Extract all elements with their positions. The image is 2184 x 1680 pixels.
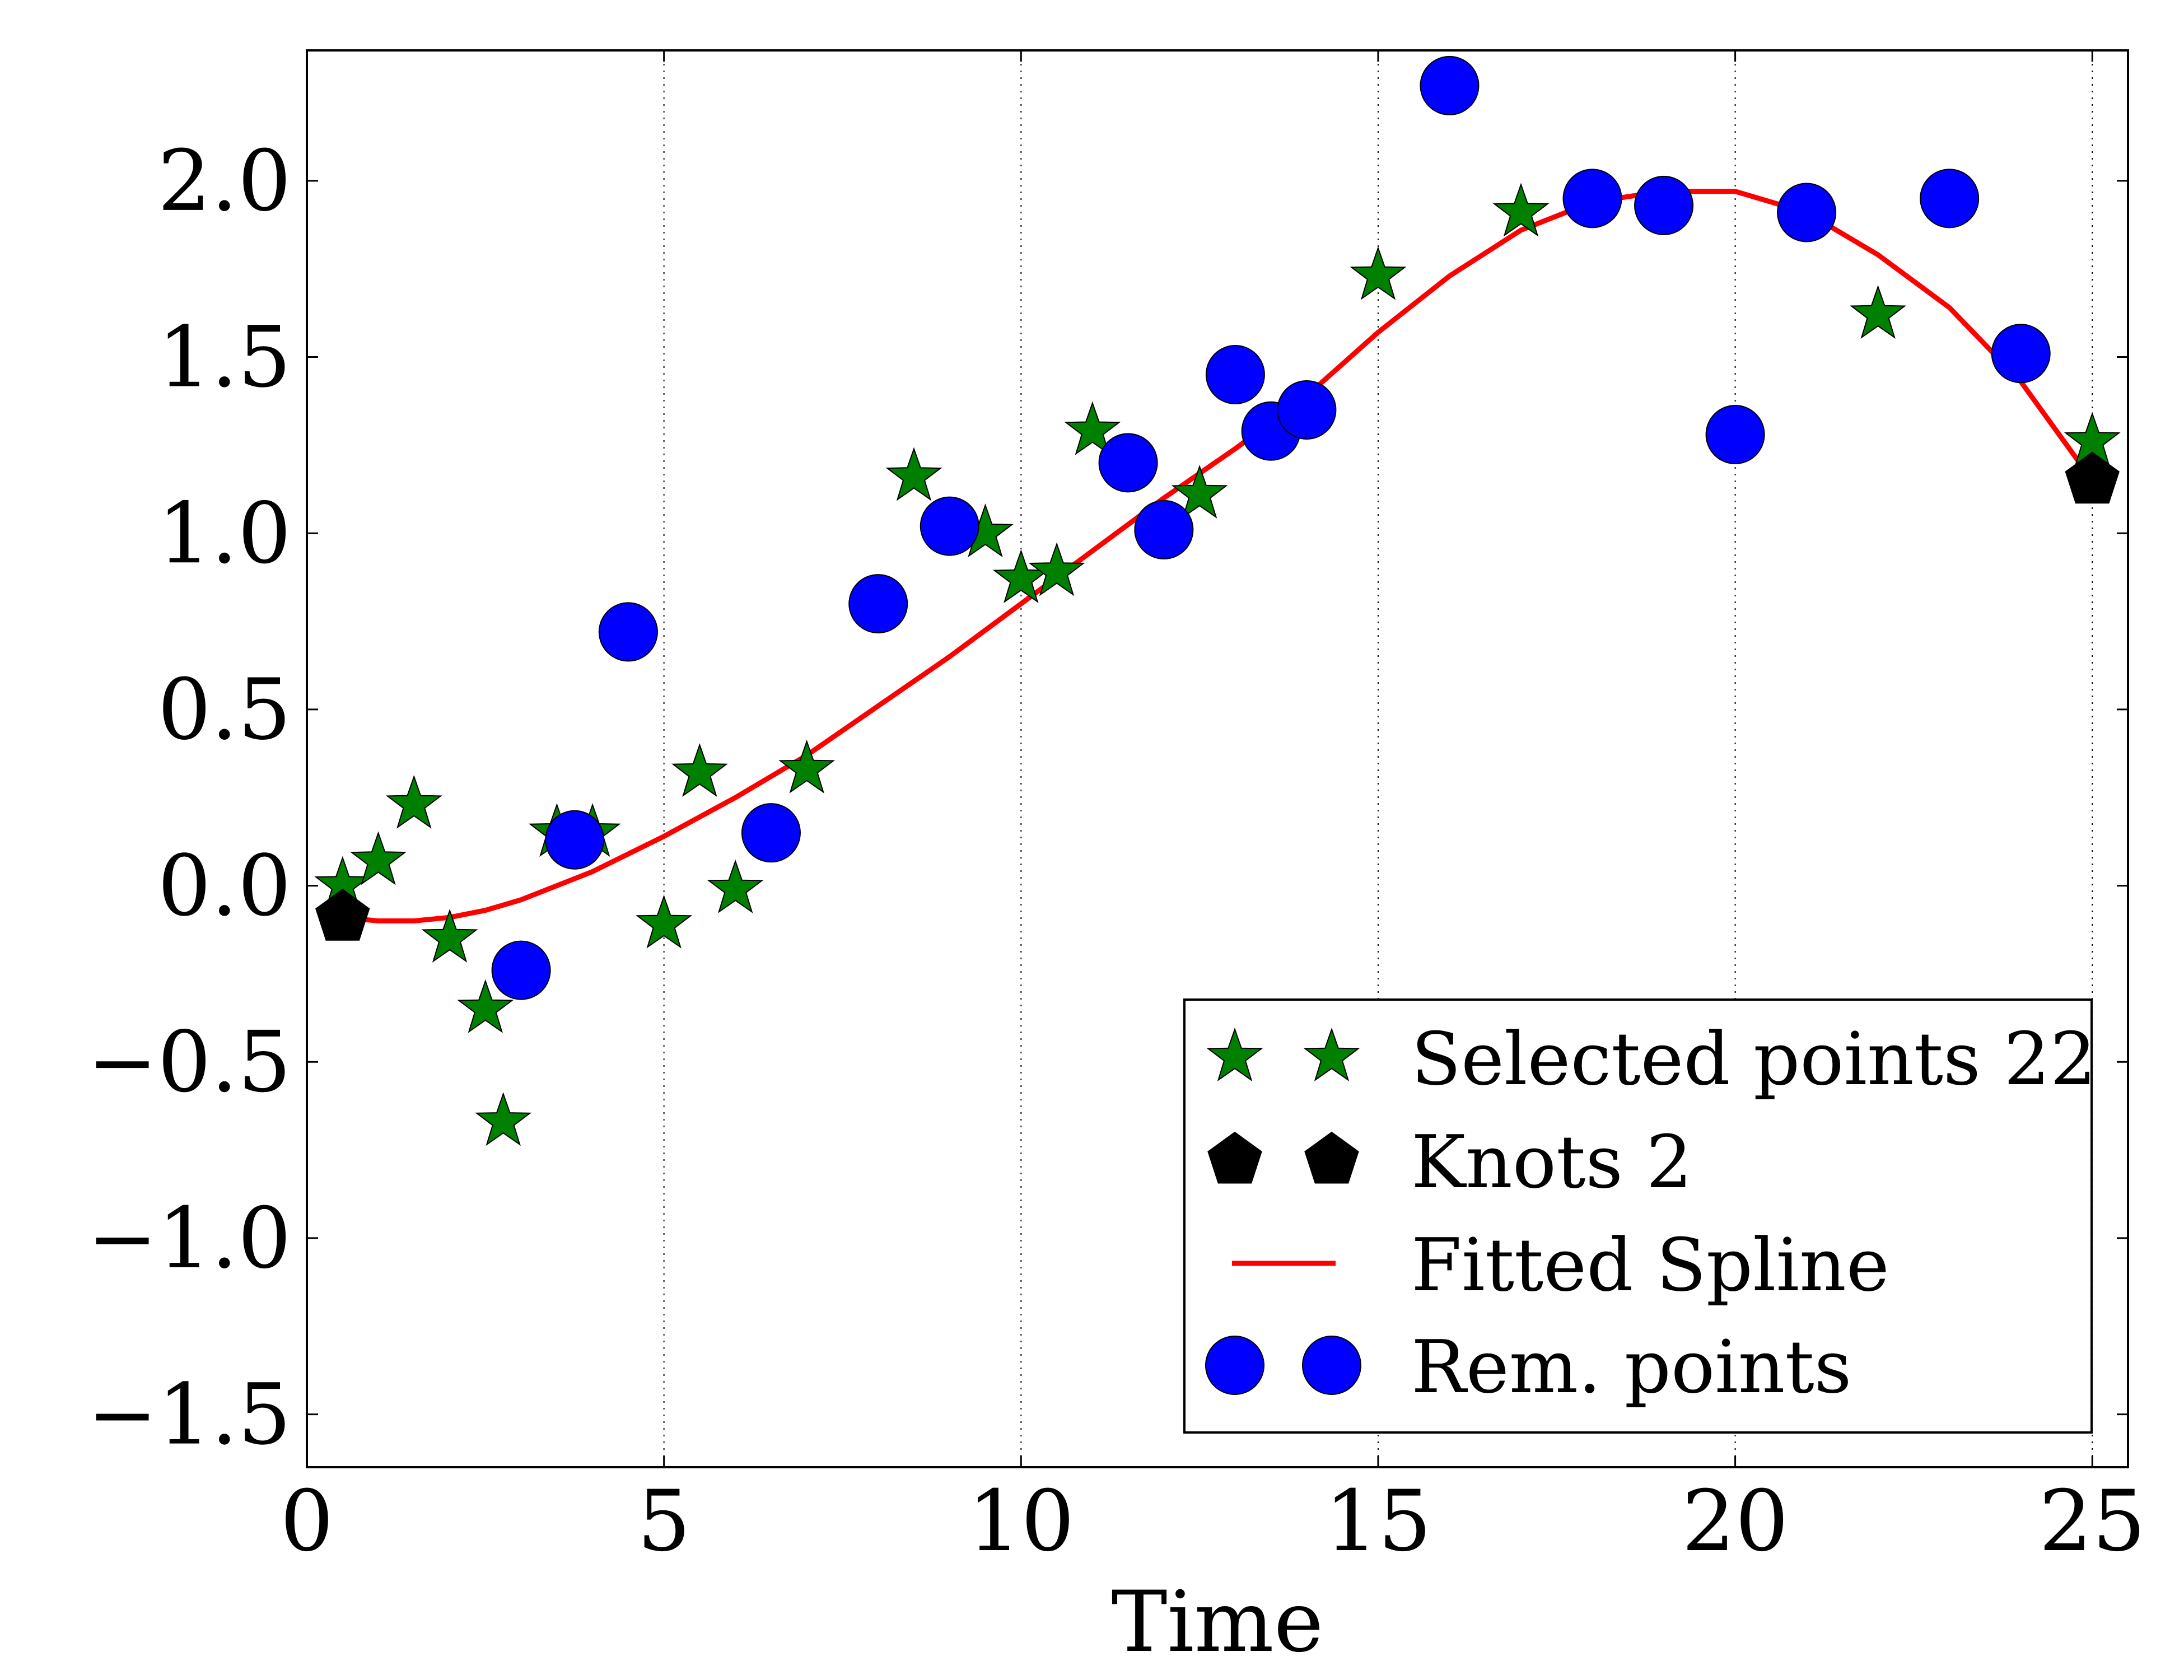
selected-point [1350, 246, 1407, 300]
legend-label: Selected points 22 [1411, 1016, 2097, 1102]
y-tick-label: −1.0 [87, 1190, 291, 1287]
x-tick-label: 5 [637, 1473, 690, 1570]
selected-point [1492, 183, 1550, 237]
remaining-point [741, 803, 801, 863]
remaining-point [1920, 169, 1980, 228]
selected-point [350, 831, 407, 885]
selected-point [475, 1092, 532, 1146]
x-tick-label: 10 [968, 1473, 1075, 1570]
remaining-point [1634, 175, 1694, 235]
fitted-spline-line [342, 189, 2094, 923]
y-tick-label: 1.5 [157, 309, 291, 407]
legend-marker [1205, 1336, 1264, 1395]
remaining-point [545, 810, 605, 870]
spline-layer [342, 189, 2094, 923]
x-axis-label: Time [1111, 1574, 1323, 1671]
y-tick-label: 0.5 [157, 661, 291, 759]
legend-label: Rem. points [1411, 1324, 1851, 1410]
legend-marker [1207, 1131, 1262, 1184]
y-tick-label: 1.0 [157, 485, 291, 582]
remaining-point [598, 602, 658, 662]
selected-point [421, 908, 478, 963]
legend-label: Knots 2 [1411, 1119, 1692, 1205]
knot-point [2065, 451, 2120, 504]
legend-marker [1206, 1027, 1263, 1081]
legend-marker [1304, 1131, 1359, 1184]
marker-layer [314, 55, 2121, 1146]
selected-point [671, 743, 728, 797]
selected-point [385, 774, 442, 829]
remaining-point [1777, 183, 1837, 242]
selected-point [1850, 284, 1907, 339]
x-tick-label: 15 [1325, 1473, 1432, 1570]
y-tick-label: −1.5 [87, 1366, 291, 1464]
legend-marker [1302, 1336, 1361, 1395]
axis-ticks: 0 5 10 15 20 25 −1.5 −1.0 −0.5 0.0 0.5 1.0 1.5 2.0 [87, 50, 2146, 1570]
legend: Selected points 22 Knots 2 Fitted Spline Re… [1183, 998, 2097, 1434]
remaining-point [1098, 433, 1158, 493]
selected-point [1064, 401, 1121, 455]
y-tick-label: −0.5 [87, 1014, 291, 1111]
legend-label: Fitted Spline [1411, 1222, 1889, 1308]
selected-point [457, 979, 514, 1033]
remaining-point [848, 574, 908, 634]
remaining-point [1562, 169, 1622, 228]
legend-marker [1303, 1027, 1360, 1081]
knot-point [315, 888, 370, 941]
x-tick-label: 25 [2039, 1473, 2146, 1570]
remaining-point [1991, 324, 2051, 384]
x-tick-label: 0 [280, 1473, 333, 1570]
remaining-point [920, 496, 979, 556]
remaining-point [491, 940, 551, 1000]
remaining-point [1277, 380, 1337, 440]
selected-point [707, 859, 764, 913]
selected-point [636, 894, 693, 949]
y-tick-label: 0.0 [157, 838, 291, 935]
selected-point [778, 739, 836, 794]
remaining-point [1134, 500, 1194, 559]
remaining-point [1205, 345, 1265, 405]
remaining-point [1705, 404, 1765, 464]
selected-point [1171, 464, 1228, 519]
remaining-point [1420, 55, 1480, 115]
x-tick-label: 20 [1682, 1473, 1789, 1570]
selected-point [1028, 542, 1085, 596]
plot-frame [306, 49, 2129, 1468]
selected-point [885, 447, 942, 501]
y-tick-label: 2.0 [157, 133, 291, 230]
